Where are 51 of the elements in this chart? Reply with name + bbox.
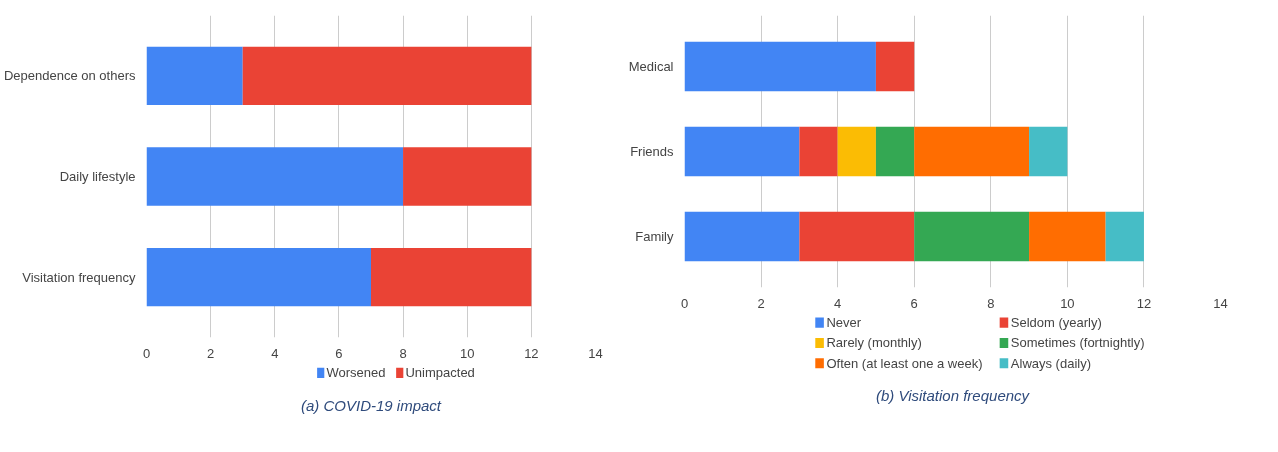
- y-tick-label: Friends: [630, 144, 674, 159]
- x-tick-label: 12: [1136, 295, 1152, 311]
- bar: [837, 126, 876, 177]
- legend-label: Never: [826, 315, 862, 331]
- legend-label: Rarely (monthly): [826, 335, 922, 351]
- x-tick-label: 0: [680, 295, 689, 311]
- bar: [146, 147, 404, 206]
- y-tick-label: Family: [635, 229, 674, 244]
- x-tick-label: 2: [207, 345, 215, 361]
- x-tick-label: 4: [834, 295, 842, 311]
- x-tick-label: 6: [910, 295, 918, 311]
- x-tick-label: 2: [757, 295, 765, 311]
- y-tick-label: Medical: [628, 59, 674, 74]
- bar: [1105, 211, 1144, 262]
- x-tick-label: 10: [459, 345, 475, 361]
- bar: [684, 126, 800, 177]
- bar: [914, 211, 1030, 262]
- bar: [875, 41, 915, 92]
- x-tick-label: 12: [524, 345, 539, 361]
- y-tick-label: Dependence on others: [3, 68, 136, 84]
- bar: [684, 41, 876, 92]
- bar: [146, 46, 243, 106]
- text: (a) COVID-19 impact: [300, 396, 442, 414]
- bar: [242, 46, 532, 106]
- legend-label: Seldom (yearly): [1010, 315, 1102, 331]
- y-tick-label: Daily lifestyle: [59, 169, 136, 184]
- x-tick-label: 4: [271, 345, 279, 361]
- bar: [371, 247, 532, 307]
- x-tick-label: 0: [142, 345, 151, 361]
- bar: [403, 147, 532, 206]
- x-tick-label: 14: [1213, 295, 1228, 311]
- x-tick-label: 8: [399, 345, 407, 361]
- bar: [684, 211, 800, 262]
- x-tick-label: 10: [1060, 295, 1075, 311]
- x-tick-label: 8: [987, 295, 995, 311]
- bar: [799, 211, 915, 262]
- bar: [146, 247, 371, 307]
- bar: [1029, 126, 1068, 177]
- legend-label: Worsened: [326, 365, 386, 381]
- legend-label: Sometimes (fortnightly): [1010, 335, 1145, 351]
- legend-label: Unimpacted: [405, 365, 475, 381]
- text: (b) Visitation frequency: [875, 386, 1031, 404]
- x-tick-label: 6: [335, 345, 343, 361]
- x-tick-label: 14: [588, 345, 603, 361]
- bar: [799, 126, 838, 177]
- bar: [1029, 211, 1106, 262]
- legend-label: Always (daily): [1010, 355, 1091, 371]
- y-tick-label: Visitation frequency: [22, 269, 136, 285]
- legend-label: Often (at least one a week): [826, 355, 983, 371]
- bar: [914, 126, 1030, 177]
- bar: [875, 126, 915, 177]
